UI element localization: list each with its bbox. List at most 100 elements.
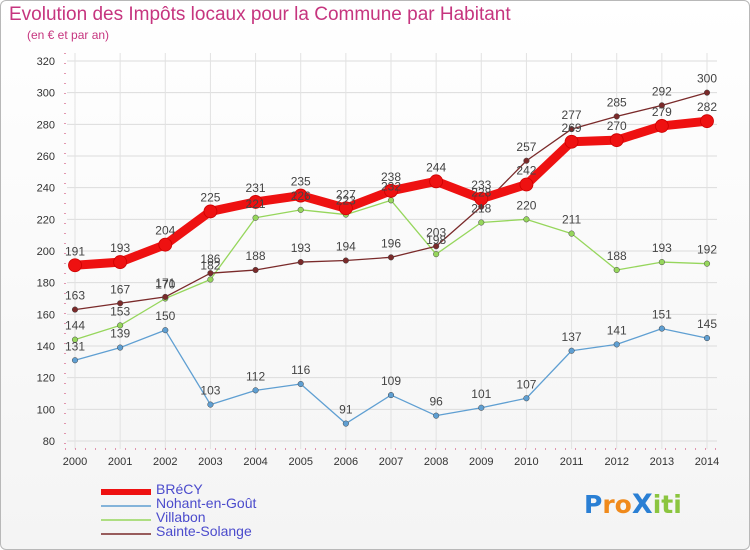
data-label-sainte-solange: 300 [697, 72, 717, 86]
data-point-brecy [700, 114, 714, 129]
data-point-villabon [658, 259, 665, 266]
data-label-sainte-solange: 194 [336, 240, 356, 254]
x-tick-label: 2010 [514, 456, 538, 468]
data-point-sainte-solange [523, 157, 530, 164]
x-tick-label: 2013 [650, 456, 674, 468]
x-tick-label: 2009 [469, 456, 493, 468]
logo-letter: i [673, 490, 682, 519]
data-label-nohant-en-gout: 150 [155, 309, 175, 323]
data-label-nohant-en-gout: 145 [697, 317, 717, 331]
data-point-villabon [478, 219, 485, 226]
x-tick-label: 2001 [108, 456, 132, 468]
data-label-sainte-solange: 196 [381, 236, 401, 250]
legend-label-nohant-en-gout: Nohant-en-Goût [156, 495, 257, 511]
data-label-nohant-en-gout: 109 [381, 374, 401, 388]
data-point-villabon [297, 206, 304, 213]
grid-lines [67, 53, 717, 449]
y-tick-label: 220 [37, 214, 55, 226]
data-point-villabon [207, 276, 214, 283]
data-point-sainte-solange [342, 257, 349, 264]
data-point-sainte-solange [162, 293, 169, 300]
data-label-brecy: 235 [291, 175, 311, 189]
data-point-brecy [609, 133, 624, 148]
logo-letter: X [631, 489, 653, 520]
data-point-villabon [252, 214, 259, 221]
data-point-nohant-en-gout [71, 357, 79, 364]
x-tick-label: 2005 [288, 456, 312, 468]
data-label-nohant-en-gout: 103 [200, 384, 220, 398]
data-point-nohant-en-gout [387, 392, 395, 399]
data-point-sainte-solange [433, 243, 440, 250]
legend-item-nohant-en-gout[interactable]: Nohant-en-Goût [101, 495, 361, 511]
data-point-sainte-solange [658, 102, 665, 109]
y-tick-label: 260 [37, 151, 55, 163]
data-point-sainte-solange [387, 254, 395, 261]
data-point-nohant-en-gout [207, 401, 214, 408]
y-tick-label: 100 [37, 404, 55, 416]
series-layer [68, 89, 714, 427]
y-tick-label: 120 [37, 373, 55, 385]
data-label-villabon: 220 [516, 198, 536, 212]
data-point-nohant-en-gout [342, 420, 349, 427]
x-tick-label: 2004 [243, 456, 267, 468]
data-label-nohant-en-gout: 96 [429, 395, 443, 409]
data-label-brecy: 244 [426, 160, 446, 174]
data-label-brecy: 269 [562, 121, 582, 135]
data-label-villabon: 182 [200, 259, 220, 273]
data-label-brecy: 270 [607, 119, 627, 133]
data-point-nohant-en-gout [613, 341, 620, 348]
logo-letter: P [584, 490, 603, 519]
data-point-brecy [429, 174, 444, 189]
data-point-brecy [338, 201, 353, 216]
data-point-brecy [519, 177, 534, 192]
data-label-nohant-en-gout: 116 [291, 363, 310, 377]
data-point-brecy [203, 204, 218, 219]
data-label-nohant-en-gout: 131 [65, 339, 85, 353]
legend-swatch-brecy [101, 489, 151, 495]
data-label-brecy: 227 [336, 187, 356, 201]
y-tick-label: 180 [37, 278, 55, 290]
data-point-brecy [654, 119, 669, 133]
data-label-villabon: 223 [336, 194, 356, 208]
data-label-villabon: 144 [65, 319, 85, 333]
data-label-brecy: 204 [155, 224, 175, 238]
proxiti-logo: ProXiti [584, 489, 682, 520]
legend-item-sainte-solange[interactable]: Sainte-Solange [101, 523, 361, 539]
data-point-nohant-en-gout [658, 325, 665, 332]
data-point-nohant-en-gout [703, 335, 711, 342]
legend-swatch-sainte-solange [101, 533, 151, 535]
legend-item-brecy[interactable]: BRéCY [101, 481, 361, 497]
data-point-sainte-solange [568, 126, 575, 133]
data-point-sainte-solange [207, 270, 214, 277]
data-label-brecy: 242 [516, 164, 536, 178]
data-point-villabon [117, 322, 124, 329]
data-point-brecy [113, 255, 128, 269]
y-tick-label: 200 [37, 246, 55, 258]
x-tick-label: 2014 [695, 456, 719, 468]
data-label-nohant-en-gout: 137 [562, 330, 582, 344]
data-label-nohant-en-gout: 139 [110, 327, 130, 341]
legend: BRéCY Nohant-en-Goût Villabon Sainte-Sol… [101, 481, 361, 539]
data-point-brecy [474, 191, 489, 206]
x-tick-label: 2000 [63, 456, 87, 468]
data-label-villabon: 188 [607, 249, 627, 263]
y-tick-label: 280 [37, 119, 55, 131]
y-tick-label: 300 [37, 88, 55, 100]
logo-letter: i [652, 490, 662, 519]
data-label-villabon: 226 [291, 189, 311, 203]
data-label-sainte-solange: 257 [516, 140, 536, 154]
logo-letter: o [614, 490, 632, 519]
data-label-brecy: 191 [65, 244, 85, 258]
data-point-nohant-en-gout [568, 347, 575, 354]
data-label-villabon: 193 [652, 241, 672, 255]
data-point-villabon [387, 197, 395, 204]
y-tick-label: 320 [37, 56, 55, 68]
data-label-villabon: 232 [381, 179, 401, 193]
data-label-sainte-solange: 186 [200, 252, 220, 266]
data-label-nohant-en-gout: 91 [339, 403, 353, 417]
logo-letter: r [602, 490, 615, 519]
legend-item-villabon[interactable]: Villabon [101, 509, 361, 525]
y-tick-label: 140 [37, 341, 55, 353]
legend-swatch-villabon [101, 519, 151, 521]
data-point-villabon [433, 251, 440, 258]
